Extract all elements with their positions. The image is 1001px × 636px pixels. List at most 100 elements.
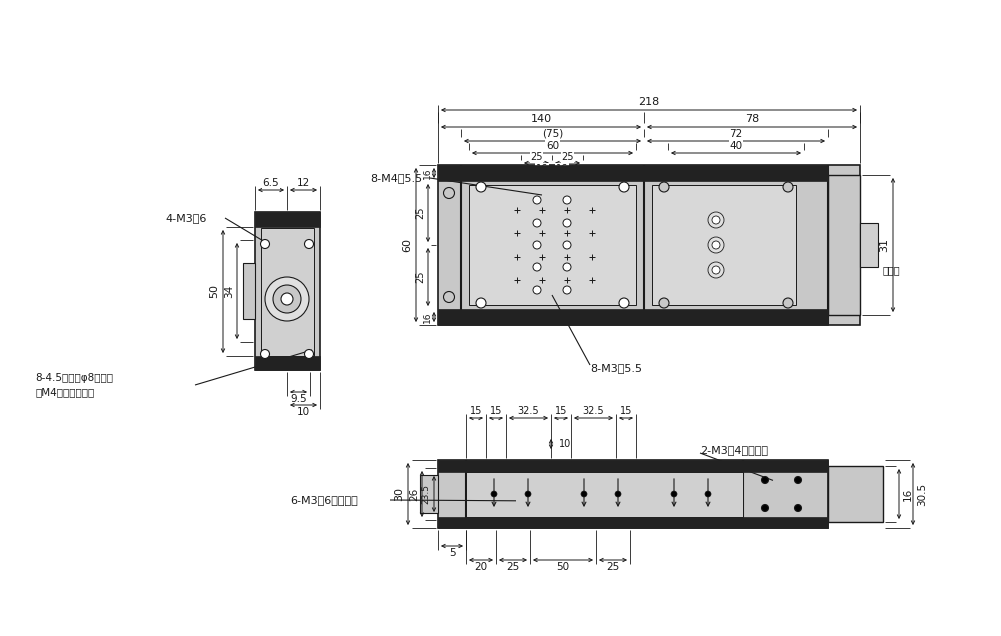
Circle shape xyxy=(533,196,541,204)
Text: 60: 60 xyxy=(546,141,560,151)
Text: 78: 78 xyxy=(745,114,759,124)
Text: 12: 12 xyxy=(297,178,310,188)
Circle shape xyxy=(281,293,293,305)
Circle shape xyxy=(491,491,497,497)
Circle shape xyxy=(563,286,571,294)
Bar xyxy=(438,165,860,325)
Circle shape xyxy=(260,350,269,359)
Circle shape xyxy=(671,491,677,497)
Text: 16: 16 xyxy=(536,164,549,174)
Circle shape xyxy=(659,182,669,192)
Circle shape xyxy=(708,262,724,278)
Bar xyxy=(438,165,828,181)
Circle shape xyxy=(563,263,571,271)
Text: 50: 50 xyxy=(209,284,219,298)
Text: 34: 34 xyxy=(224,284,234,298)
Text: 32.5: 32.5 xyxy=(583,406,605,416)
Circle shape xyxy=(795,476,802,483)
Circle shape xyxy=(443,188,454,198)
Circle shape xyxy=(619,182,629,192)
Text: 31: 31 xyxy=(879,238,889,252)
Circle shape xyxy=(273,285,301,313)
Bar xyxy=(255,356,320,370)
Bar xyxy=(420,475,438,513)
Bar xyxy=(469,185,636,305)
Circle shape xyxy=(533,286,541,294)
Text: 15: 15 xyxy=(469,406,482,416)
Circle shape xyxy=(476,182,486,192)
Circle shape xyxy=(563,196,571,204)
Text: 16: 16 xyxy=(422,167,431,179)
Bar xyxy=(466,472,743,517)
Text: (75): (75) xyxy=(542,129,564,139)
Text: 16: 16 xyxy=(556,164,569,174)
Circle shape xyxy=(581,491,587,497)
Circle shape xyxy=(476,298,486,308)
Bar xyxy=(438,460,828,472)
Text: 8-M4深5.5: 8-M4深5.5 xyxy=(370,173,422,183)
Circle shape xyxy=(705,491,711,497)
Bar xyxy=(438,460,828,528)
Bar xyxy=(438,517,828,528)
Circle shape xyxy=(762,504,769,511)
Text: 9.5: 9.5 xyxy=(290,394,307,404)
Circle shape xyxy=(783,298,793,308)
Circle shape xyxy=(304,240,313,249)
Circle shape xyxy=(712,216,720,224)
Bar xyxy=(828,175,860,315)
Bar xyxy=(438,309,828,325)
Text: 6-M3深6（両面）: 6-M3深6（両面） xyxy=(290,495,357,505)
Circle shape xyxy=(533,219,541,227)
Text: 8-M3深5.5: 8-M3深5.5 xyxy=(590,363,642,373)
Circle shape xyxy=(443,291,454,303)
Text: 20: 20 xyxy=(474,562,487,572)
Text: 40: 40 xyxy=(730,141,743,151)
Text: 2-M3深4（両面）: 2-M3深4（両面） xyxy=(700,445,768,455)
Circle shape xyxy=(783,182,793,192)
Circle shape xyxy=(762,476,769,483)
Text: 25: 25 xyxy=(607,562,620,572)
Circle shape xyxy=(712,266,720,274)
Circle shape xyxy=(563,219,571,227)
Bar xyxy=(255,212,320,227)
Circle shape xyxy=(712,241,720,249)
Circle shape xyxy=(708,212,724,228)
Circle shape xyxy=(659,298,669,308)
Text: 30.5: 30.5 xyxy=(917,483,927,506)
Text: 25: 25 xyxy=(531,152,543,162)
Circle shape xyxy=(619,298,629,308)
Text: 15: 15 xyxy=(620,406,633,416)
Text: 26: 26 xyxy=(409,487,419,501)
Circle shape xyxy=(708,237,724,253)
Text: 16: 16 xyxy=(422,311,431,322)
Text: 10: 10 xyxy=(559,439,572,449)
Circle shape xyxy=(525,491,531,497)
Bar xyxy=(243,263,255,319)
Bar xyxy=(828,466,883,522)
Text: 10: 10 xyxy=(297,407,310,417)
Bar xyxy=(652,185,796,305)
Text: （M4用ボルト穴）: （M4用ボルト穴） xyxy=(35,387,94,397)
Text: 25: 25 xyxy=(415,207,425,219)
Text: 5: 5 xyxy=(448,548,455,558)
Circle shape xyxy=(533,241,541,249)
Circle shape xyxy=(304,350,313,359)
Bar xyxy=(255,212,320,370)
Circle shape xyxy=(533,263,541,271)
Circle shape xyxy=(615,491,621,497)
Text: 8-4.5キリ、φ8ザグリ: 8-4.5キリ、φ8ザグリ xyxy=(35,373,113,383)
Text: 50: 50 xyxy=(557,562,570,572)
Text: 25: 25 xyxy=(415,271,425,283)
Text: 140: 140 xyxy=(531,114,552,124)
Text: 23.5: 23.5 xyxy=(421,484,430,504)
Text: 25: 25 xyxy=(562,152,574,162)
Text: 15: 15 xyxy=(489,406,503,416)
Bar xyxy=(860,223,878,267)
Text: 25: 25 xyxy=(507,562,520,572)
Text: 218: 218 xyxy=(639,97,660,107)
Text: 6.5: 6.5 xyxy=(262,178,279,188)
Text: 32.5: 32.5 xyxy=(518,406,540,416)
Text: ツマミ: ツマミ xyxy=(883,265,901,275)
Text: 30: 30 xyxy=(394,487,404,501)
Text: 15: 15 xyxy=(555,406,568,416)
